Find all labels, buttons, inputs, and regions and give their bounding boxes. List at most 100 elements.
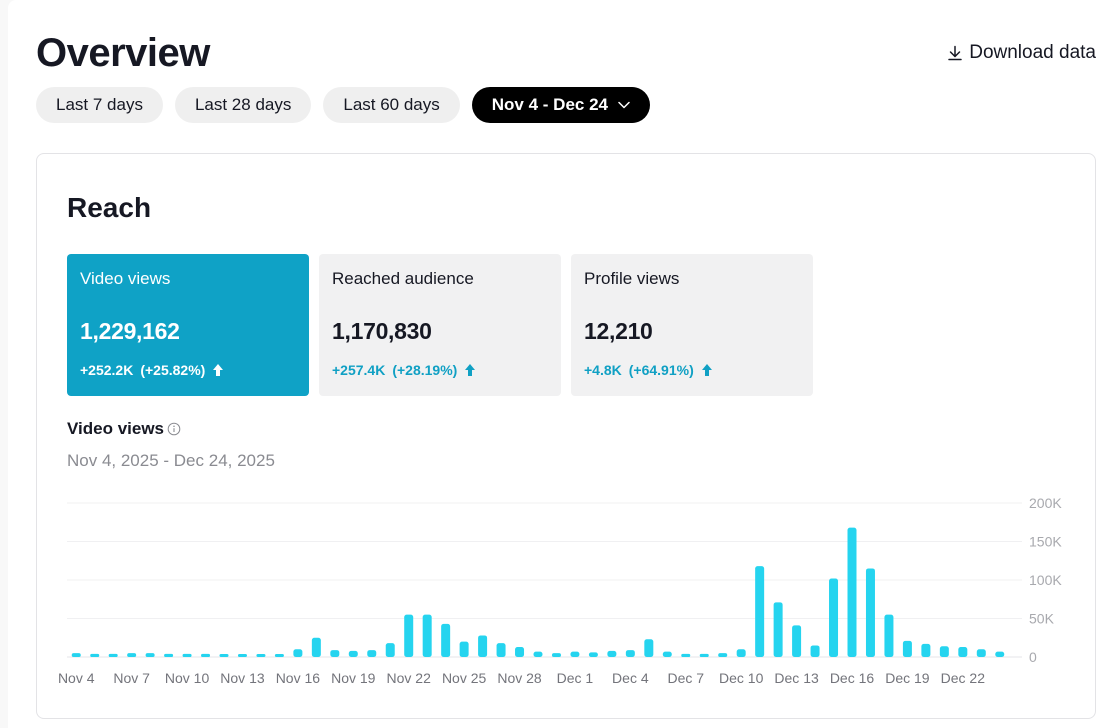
- bar-nov-16[interactable]: [293, 649, 303, 657]
- download-icon: [948, 45, 962, 61]
- bar-nov-23[interactable]: [422, 614, 432, 657]
- bar-dec-2[interactable]: [588, 652, 598, 657]
- bar-dec-8[interactable]: [699, 653, 709, 657]
- bar-nov-12[interactable]: [219, 654, 229, 657]
- arrow-up-icon: [213, 364, 224, 376]
- chevron-down-icon: [618, 101, 630, 109]
- chart-title: Video views: [67, 419, 181, 439]
- bar-nov-11[interactable]: [201, 653, 211, 657]
- reach-card: Reach Video views 1,229,162 +252.2K (+25…: [36, 153, 1096, 719]
- bar-nov-29[interactable]: [533, 651, 543, 657]
- bar-dec-6[interactable]: [662, 651, 672, 657]
- bar-nov-21[interactable]: [385, 643, 395, 657]
- bar-nov-8[interactable]: [145, 653, 155, 657]
- bar-nov-19[interactable]: [348, 650, 358, 657]
- bar-nov-9[interactable]: [164, 653, 174, 657]
- bar-nov-28[interactable]: [515, 646, 525, 657]
- bar-dec-11[interactable]: [755, 566, 765, 657]
- bar-dec-3[interactable]: [607, 650, 617, 657]
- bar-dec-20[interactable]: [921, 643, 931, 657]
- bar-dec-22[interactable]: [958, 646, 968, 657]
- metric-change: +252.2K (+25.82%): [80, 362, 224, 378]
- date-range-selector: Last 7 days Last 28 days Last 60 days No…: [36, 87, 650, 123]
- bar-nov-24[interactable]: [441, 623, 451, 657]
- bar-nov-14[interactable]: [256, 654, 266, 657]
- range-custom-dropdown[interactable]: Nov 4 - Dec 24: [471, 87, 650, 123]
- bar-dec-19[interactable]: [902, 640, 912, 657]
- x-tick-label: Nov 19: [331, 670, 376, 686]
- metric-change: +257.4K (+28.19%): [332, 362, 476, 378]
- x-tick-label: Nov 28: [497, 670, 542, 686]
- download-data-button[interactable]: Download data: [947, 41, 1096, 65]
- range-last-28-days[interactable]: Last 28 days: [174, 87, 312, 123]
- chart-date-range: Nov 4, 2025 - Dec 24, 2025: [67, 451, 275, 470]
- metric-change-value: +257.4K: [332, 362, 386, 378]
- info-icon[interactable]: [167, 422, 181, 436]
- bar-dec-1[interactable]: [570, 651, 580, 657]
- x-tick-label: Nov 22: [387, 670, 432, 686]
- page-title: Overview: [36, 31, 210, 75]
- bar-nov-30[interactable]: [551, 653, 561, 657]
- chart-x-axis: Nov 4 Nov 7 Nov 10 Nov 13 Nov 16 Nov 19 Nov 22…: [58, 670, 985, 686]
- metric-tabs: Video views 1,229,162 +252.2K (+25.82%) …: [67, 254, 813, 396]
- metric-value: 1,170,830: [332, 318, 432, 344]
- x-tick-label: Nov 25: [442, 670, 487, 686]
- bar-nov-22[interactable]: [404, 614, 414, 657]
- bar-nov-6[interactable]: [108, 653, 118, 657]
- bar-nov-15[interactable]: [274, 654, 284, 657]
- bar-dec-23[interactable]: [976, 649, 986, 657]
- bar-nov-10[interactable]: [182, 653, 192, 657]
- y-tick-label: 200K: [1029, 495, 1062, 511]
- metric-video-views[interactable]: Video views 1,229,162 +252.2K (+25.82%): [67, 254, 309, 396]
- bar-dec-18[interactable]: [884, 614, 894, 657]
- bar-nov-5[interactable]: [90, 653, 100, 657]
- overview-page: Overview Download data Last 7 days Last …: [8, 0, 1116, 728]
- bar-nov-18[interactable]: [330, 650, 340, 657]
- bar-dec-13[interactable]: [792, 625, 802, 657]
- x-tick-label: Nov 16: [276, 670, 321, 686]
- metric-change-value: +252.2K: [80, 362, 134, 378]
- x-tick-label: Nov 10: [165, 670, 210, 686]
- range-label: Last 7 days: [56, 95, 143, 114]
- bar-dec-24[interactable]: [995, 651, 1005, 657]
- x-tick-label: Dec 4: [612, 670, 649, 686]
- bar-nov-26[interactable]: [478, 635, 488, 657]
- range-last-7-days[interactable]: Last 7 days: [36, 87, 163, 123]
- metric-value: 1,229,162: [80, 318, 180, 344]
- bar-nov-7[interactable]: [127, 653, 137, 657]
- bar-nov-20[interactable]: [367, 650, 377, 657]
- metric-profile-views[interactable]: Profile views 12,210 +4.8K (+64.91%): [571, 254, 813, 396]
- bar-dec-7[interactable]: [681, 653, 691, 657]
- bar-dec-15[interactable]: [829, 578, 839, 657]
- range-last-60-days[interactable]: Last 60 days: [323, 87, 460, 123]
- metric-label: Video views: [80, 269, 171, 288]
- bar-dec-9[interactable]: [718, 653, 728, 657]
- bar-dec-10[interactable]: [736, 649, 746, 657]
- y-tick-label: 50K: [1029, 611, 1055, 627]
- range-label: Last 28 days: [194, 95, 292, 114]
- bar-nov-17[interactable]: [311, 637, 321, 657]
- bar-dec-4[interactable]: [625, 650, 635, 657]
- bar-dec-14[interactable]: [810, 645, 820, 657]
- x-tick-label: Dec 22: [941, 670, 986, 686]
- metric-reached-audience[interactable]: Reached audience 1,170,830 +257.4K (+28.…: [319, 254, 561, 396]
- x-tick-label: Dec 16: [830, 670, 875, 686]
- bar-dec-21[interactable]: [939, 646, 949, 657]
- chart-title-label: Video views: [67, 419, 165, 438]
- reach-title: Reach: [67, 192, 152, 223]
- bar-dec-17[interactable]: [865, 568, 875, 657]
- bar-dec-5[interactable]: [644, 639, 654, 657]
- bar-dec-16[interactable]: [847, 527, 857, 657]
- bar-nov-4[interactable]: [71, 653, 81, 657]
- x-tick-label: Dec 13: [774, 670, 819, 686]
- metric-change-value: +4.8K: [584, 362, 622, 378]
- bar-dec-12[interactable]: [773, 602, 783, 657]
- x-tick-label: Nov 4: [58, 670, 95, 686]
- bar-nov-13[interactable]: [237, 654, 247, 657]
- bar-nov-25[interactable]: [459, 641, 469, 657]
- x-tick-label: Dec 19: [885, 670, 930, 686]
- y-tick-label: 100K: [1029, 572, 1062, 588]
- arrow-up-icon: [465, 364, 476, 376]
- bar-nov-27[interactable]: [496, 643, 506, 657]
